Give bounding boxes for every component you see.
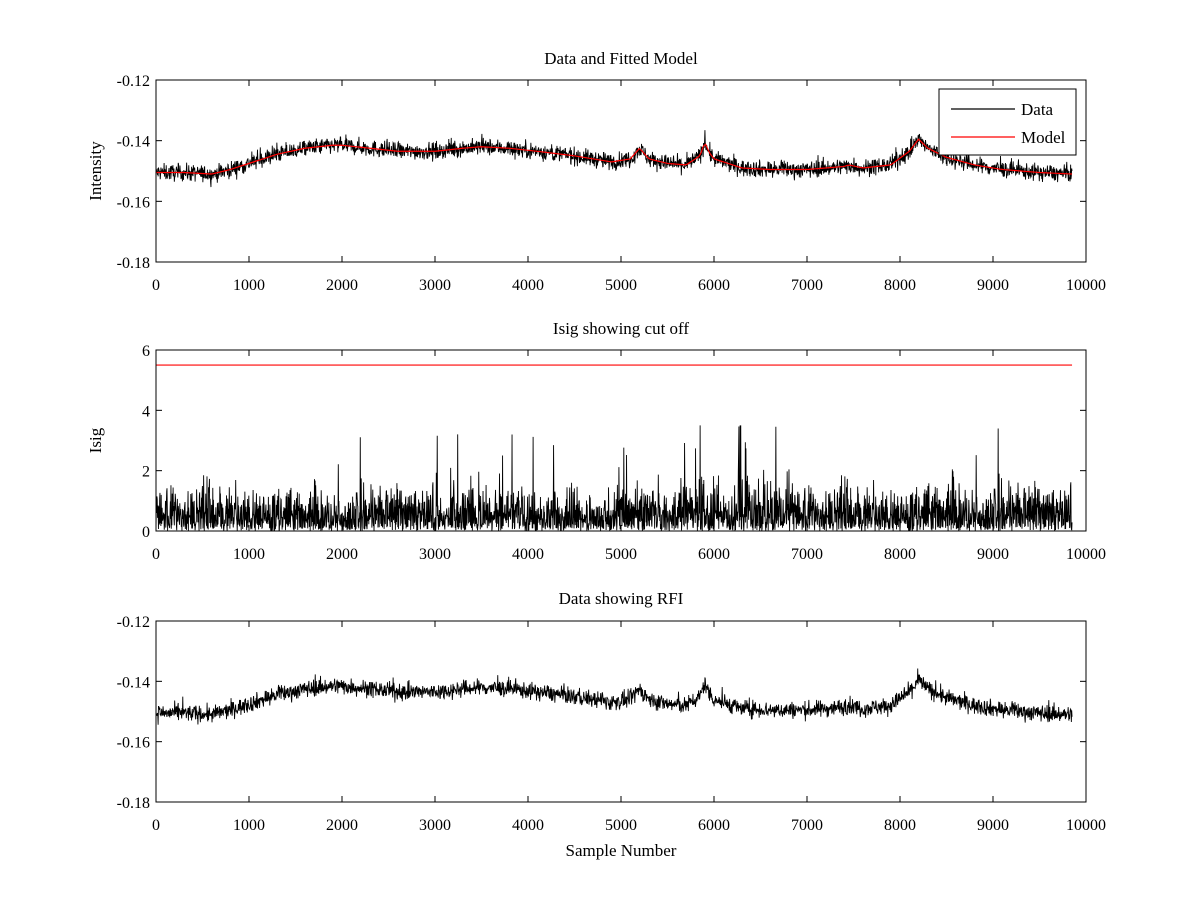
panel-2: 0 1000 2000 3000 4000 5000 6000 7000 8000 9000 100… <box>86 319 1106 563</box>
y-tick-label: 2 <box>142 464 150 481</box>
x-tick-label: 1000 <box>233 277 265 294</box>
plot-area <box>156 621 1086 802</box>
x-tick-label: 7000 <box>791 817 823 834</box>
x-tick-label: 9000 <box>977 817 1009 834</box>
x-axis-label: Sample Number <box>566 841 677 860</box>
y-tick-label: 6 <box>142 343 150 360</box>
series-data-line <box>156 668 1073 725</box>
x-tick-label: 3000 <box>419 546 451 563</box>
x-tick-label: 0 <box>152 277 160 294</box>
chart-title: Data showing RFI <box>559 589 684 608</box>
x-tick-label: 3000 <box>419 817 451 834</box>
x-tick-label: 6000 <box>698 546 730 563</box>
series-model-line <box>156 138 1073 175</box>
x-tick-label: 4000 <box>512 817 544 834</box>
y-tick-label: -0.12 <box>117 614 150 631</box>
x-tick-label: 4000 <box>512 277 544 294</box>
y-tick-label: -0.18 <box>117 255 150 272</box>
x-tick-label: 9000 <box>977 277 1009 294</box>
x-tick-label: 3000 <box>419 277 451 294</box>
y-axis-label: Intensity <box>86 141 105 201</box>
x-tick-label: 9000 <box>977 546 1009 563</box>
x-tick-label: 1000 <box>233 546 265 563</box>
chart-title: Data and Fitted Model <box>544 49 698 68</box>
y-tick-label: -0.16 <box>117 194 150 211</box>
x-tick-label: 6000 <box>698 817 730 834</box>
x-tick-label: 5000 <box>605 546 637 563</box>
x-tick-label: 10000 <box>1066 546 1106 563</box>
x-tick-label: 2000 <box>326 277 358 294</box>
y-tick-label: -0.18 <box>117 795 150 812</box>
x-tick-label: 8000 <box>884 277 916 294</box>
x-tick-label: 6000 <box>698 277 730 294</box>
x-tick-label: 10000 <box>1066 817 1106 834</box>
x-tick-label: 2000 <box>326 546 358 563</box>
series-isig-line <box>156 425 1073 531</box>
x-tick-label: 8000 <box>884 817 916 834</box>
legend-box <box>938 88 1077 156</box>
x-tick-label: 10000 <box>1066 277 1106 294</box>
x-tick-label: 2000 <box>326 817 358 834</box>
y-tick-label: 4 <box>142 403 150 420</box>
x-tick-label: 8000 <box>884 546 916 563</box>
chart-title: Isig showing cut off <box>553 319 689 338</box>
x-tick-label: 0 <box>152 817 160 834</box>
y-tick-label: -0.16 <box>117 735 150 752</box>
legend: Data Model <box>938 88 1077 156</box>
x-tick-label: 1000 <box>233 817 265 834</box>
plot-area <box>156 80 1086 262</box>
y-tick-label: -0.14 <box>117 674 150 691</box>
x-tick-label: 7000 <box>791 546 823 563</box>
panel-1: 0 1000 2000 3000 4000 5000 6000 7000 8000 9000 100… <box>86 49 1106 294</box>
y-axis-label: Isig <box>86 427 105 453</box>
panel-3: 0 1000 2000 3000 4000 5000 6000 7000 8000 9000 100… <box>117 589 1106 860</box>
y-tick-label: -0.14 <box>117 134 150 151</box>
legend-label: Model <box>1021 128 1066 147</box>
x-tick-label: 7000 <box>791 277 823 294</box>
x-tick-label: 5000 <box>605 817 637 834</box>
x-tick-label: 4000 <box>512 546 544 563</box>
x-tick-label: 0 <box>152 546 160 563</box>
x-tick-label: 5000 <box>605 277 637 294</box>
y-tick-label: -0.12 <box>117 73 150 90</box>
y-tick-label: 0 <box>142 524 150 541</box>
legend-label: Data <box>1021 100 1054 119</box>
